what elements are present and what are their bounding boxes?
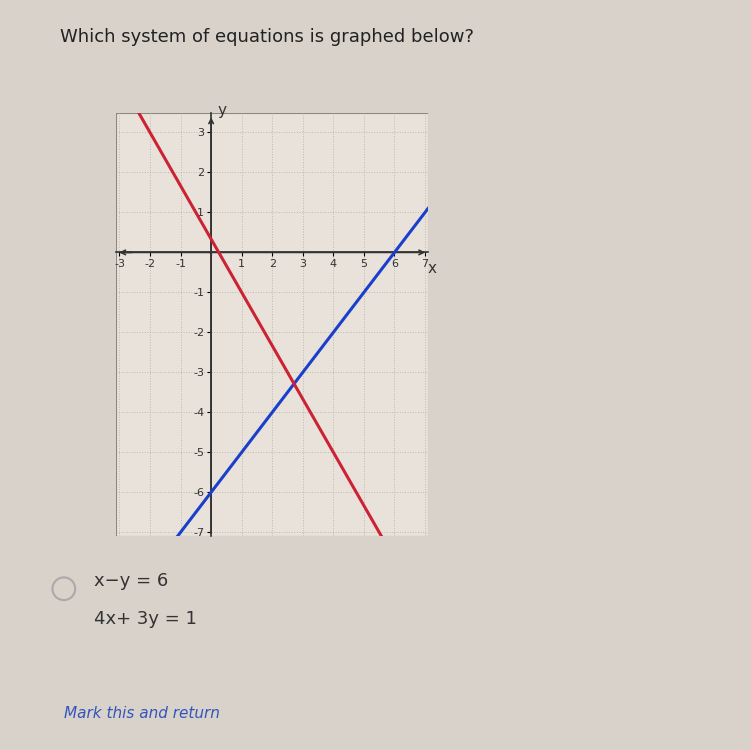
Text: Which system of equations is graphed below?: Which system of equations is graphed bel… — [60, 28, 474, 46]
Text: y: y — [217, 104, 226, 118]
Text: x−y = 6: x−y = 6 — [94, 572, 168, 590]
Text: Mark this and return: Mark this and return — [64, 706, 220, 722]
Text: 4x+ 3y = 1: 4x+ 3y = 1 — [94, 610, 197, 628]
Text: x: x — [427, 261, 436, 276]
